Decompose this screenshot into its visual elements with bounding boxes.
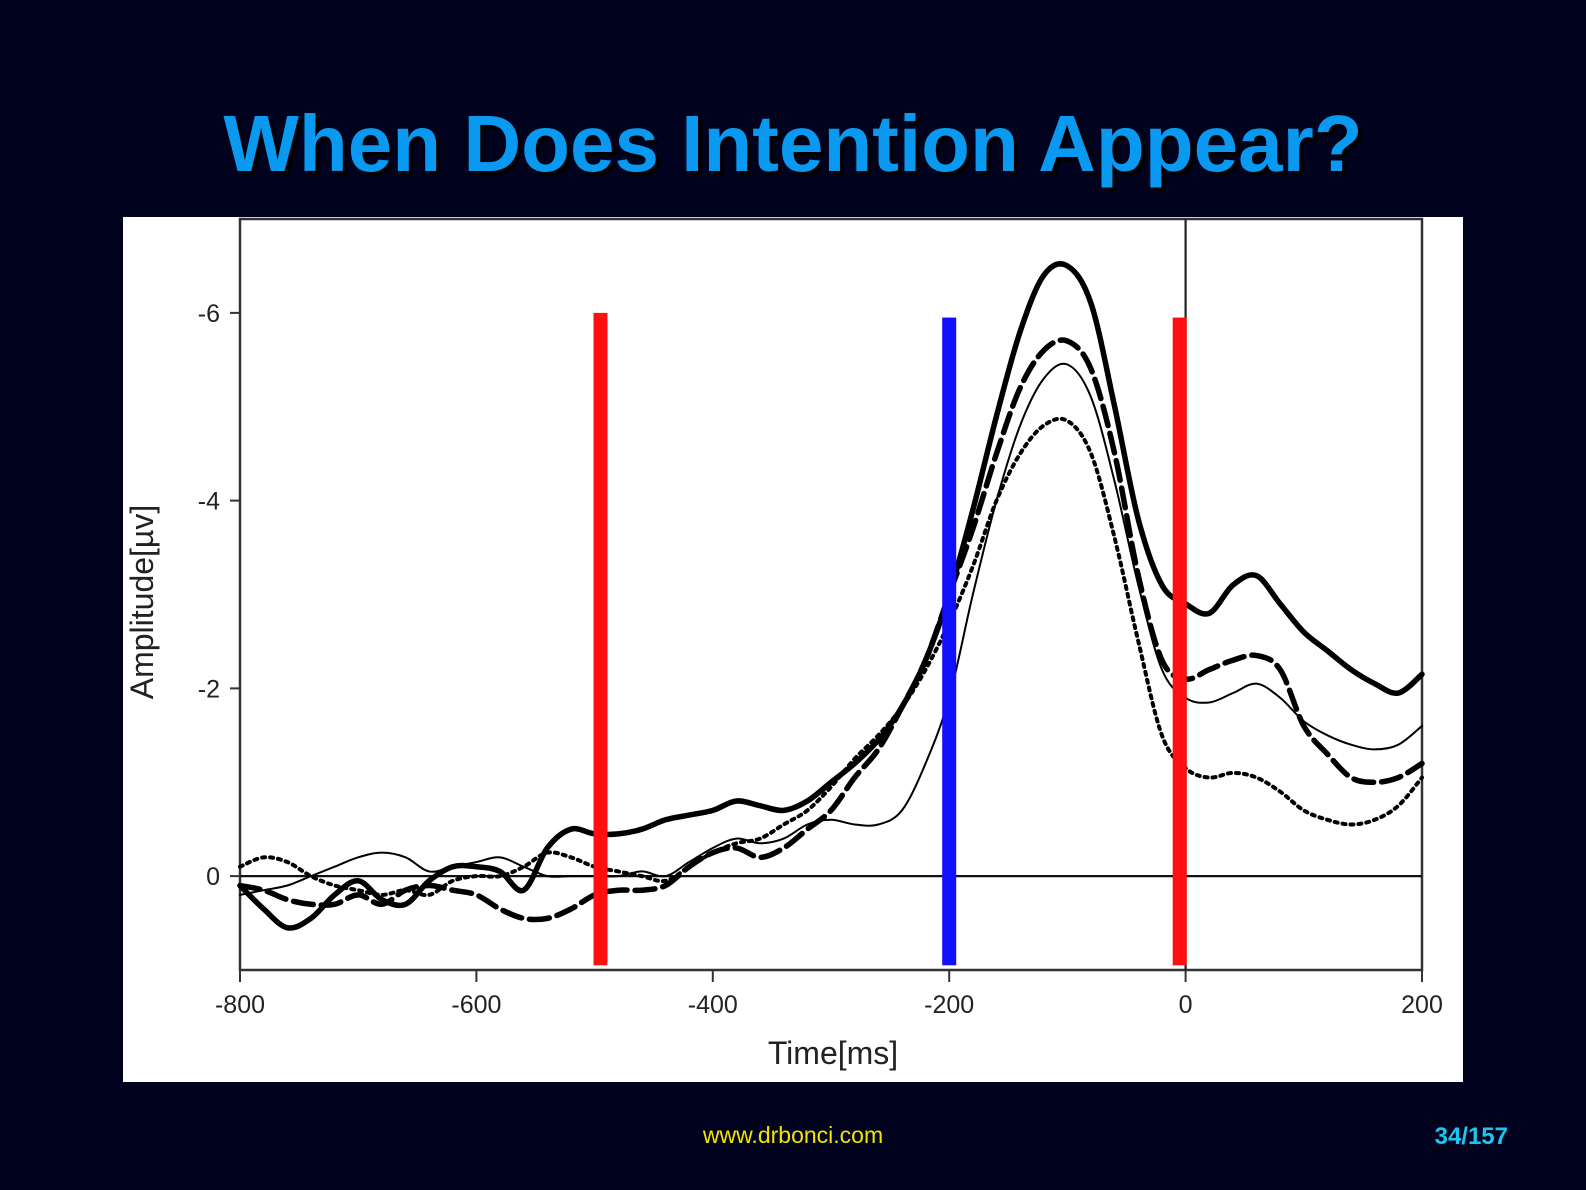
vertical-marker-3	[1172, 317, 1187, 966]
x-axis-label: Time[ms]	[768, 1035, 898, 1071]
x-tick-label: -800	[215, 991, 265, 1019]
x-tick-label: 200	[1401, 991, 1443, 1019]
erp-line-chart: -800 -600 -400 -200 0 200 -6 -4 -2 0 Time[ms] Amp…	[124, 217, 1443, 1071]
y-tick-label: -4	[198, 488, 220, 516]
x-tick-label: -400	[688, 991, 738, 1019]
x-tick-label: -200	[924, 991, 974, 1019]
y-tick-label: -2	[198, 675, 220, 703]
y-tick-label: -6	[198, 300, 220, 328]
page-number: 34/157	[1434, 1123, 1508, 1150]
chart-panel: -800 -600 -400 -200 0 200 -6 -4 -2 0 Time[ms] Amp…	[123, 217, 1463, 1082]
x-tick-label: 0	[1179, 991, 1193, 1019]
vertical-marker-2	[942, 317, 957, 966]
series-line-2	[237, 337, 1425, 923]
series-line-1	[237, 261, 1425, 931]
series-line-4	[238, 416, 1424, 898]
x-tick-label: -600	[451, 991, 501, 1019]
footer-url[interactable]: www.drbonci.com	[702, 1122, 884, 1148]
slide-title: When Does Intention Appear?	[223, 99, 1363, 188]
y-tick-label: 0	[206, 863, 220, 891]
y-axis-label: Amplitude[µv]	[124, 505, 160, 700]
plot-frame	[238, 217, 1424, 972]
vertical-marker-1	[593, 312, 608, 966]
series-line-3	[239, 362, 1423, 896]
